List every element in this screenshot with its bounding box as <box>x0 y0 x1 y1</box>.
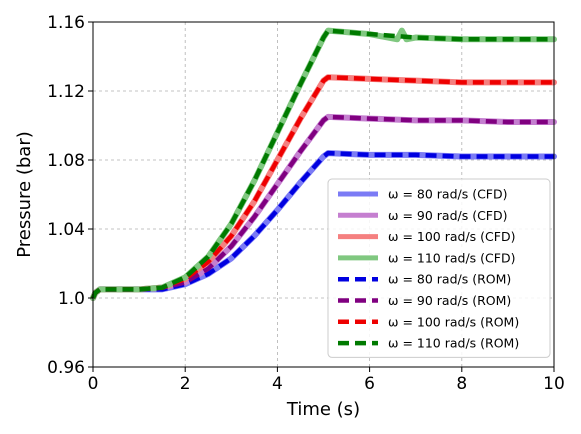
legend: ω = 80 rad/s (CFD) ω = 90 rad/s (CFD) ω = … <box>327 178 551 358</box>
legend-label: ω = 110 rad/s (CFD) <box>388 250 515 265</box>
x-tick-label: 6 <box>364 374 375 394</box>
legend-label: ω = 90 rad/s (ROM) <box>388 293 511 308</box>
legend-label: ω = 100 rad/s (CFD) <box>388 229 515 244</box>
legend-label: ω = 80 rad/s (ROM) <box>388 272 511 287</box>
plot-area-frame <box>92 21 555 368</box>
legend-box <box>327 178 551 358</box>
legend-label: ω = 80 rad/s (CFD) <box>388 187 508 202</box>
x-tick-label: 8 <box>456 374 467 394</box>
x-tick-label: 4 <box>272 374 283 394</box>
y-tick-label: 1.08 <box>47 151 85 171</box>
x-tick-label: 0 <box>88 374 99 394</box>
x-tick-label: 2 <box>180 374 191 394</box>
x-axis-label: Time (s) <box>286 399 360 420</box>
legend-label: ω = 90 rad/s (CFD) <box>388 208 508 223</box>
y-tick-label: 1.12 <box>47 82 85 102</box>
y-tick-label: 1.04 <box>47 220 85 240</box>
legend-label: ω = 100 rad/s (ROM) <box>388 314 519 329</box>
x-tick-label: 10 <box>543 374 565 394</box>
y-axis-label: Pressure (bar) <box>14 131 35 257</box>
y-tick-label: 1.0 <box>58 289 85 309</box>
y-tick-label: 1.16 <box>47 13 85 33</box>
legend-label: ω = 110 rad/s (ROM) <box>388 336 519 351</box>
y-tick-label: 0.96 <box>47 358 85 378</box>
series-line-8 <box>90 28 554 299</box>
axis-ticks: 0 2 4 6 8 10 0.96 1.0 1.04 1.08 1.12 1.16 <box>47 13 565 394</box>
series-lines <box>90 27 557 301</box>
